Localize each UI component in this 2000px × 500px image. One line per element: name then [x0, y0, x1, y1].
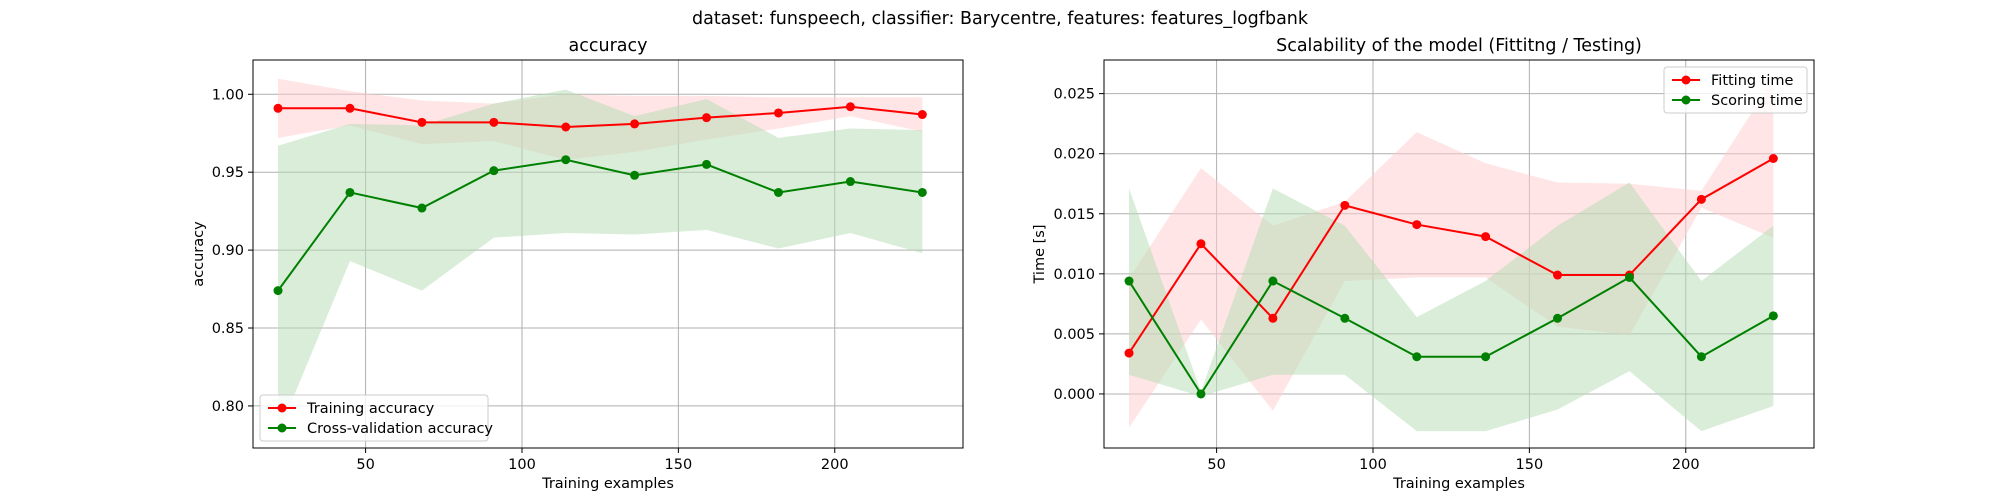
accuracy-ytick-label-0: 0.80: [212, 399, 244, 415]
scalability-legend-label-1: Scoring time: [1711, 93, 1803, 109]
accuracy-series-line-1: [277, 158, 923, 292]
accuracy-point-0-5: [630, 119, 640, 129]
scalability-ytick-label-2: 0.010: [1053, 267, 1095, 283]
accuracy-point-0-7: [773, 108, 783, 118]
scalability-xtick-label-0: 50: [1207, 457, 1225, 473]
accuracy-legend-marker-0: [277, 403, 287, 413]
scalability-point-0-3: [1340, 200, 1350, 210]
scalability-ytick-label-0: 0.000: [1053, 387, 1095, 403]
accuracy-point-1-2: [417, 203, 427, 213]
accuracy-plot-area: [273, 78, 927, 434]
scalability-xtick-label-3: 200: [1672, 457, 1700, 473]
scalability-legend-label-0: Fitting time: [1711, 73, 1794, 89]
scalability-point-0-2: [1268, 313, 1278, 323]
accuracy-point-0-8: [845, 102, 855, 112]
scalability-point-1-0: [1124, 276, 1134, 286]
scalability-legend-box: [1663, 66, 1808, 114]
accuracy-xtick-label-1: 100: [508, 457, 536, 473]
accuracy-point-0-0: [273, 103, 283, 113]
figure-suptitle: dataset: funspeech, classifier: Barycent…: [692, 9, 1309, 29]
scalability-ylabel: Time [s]: [1032, 225, 1048, 285]
accuracy-legend: Training accuracy Cross-validation accura…: [259, 394, 493, 442]
scalability-xtick-label-1: 100: [1359, 457, 1387, 473]
scalability-point-1-9: [1768, 311, 1778, 321]
accuracy-point-0-6: [702, 113, 712, 123]
scalability-xtick-label-2: 150: [1516, 457, 1544, 473]
accuracy-point-1-4: [561, 155, 571, 165]
scalability-point-1-6: [1553, 313, 1563, 323]
accuracy-ytick-label-3: 0.95: [212, 165, 244, 181]
accuracy-legend-box: [259, 394, 489, 442]
scalability-title: Scalability of the model (Fittitng / Tes…: [1276, 36, 1642, 56]
accuracy-chart: 50 100 150 200 0.80 0.85 0.90 0.95 1.00 accuracy T…: [191, 36, 964, 492]
scalability-point-1-5: [1481, 352, 1491, 362]
accuracy-point-0-2: [417, 117, 427, 127]
scalability-point-1-7: [1624, 272, 1634, 282]
scalability-ytick-label-4: 0.020: [1053, 147, 1095, 163]
scalability-point-1-1: [1196, 389, 1206, 399]
scalability-point-1-4: [1412, 352, 1422, 362]
accuracy-ytick-label-1: 0.85: [212, 321, 244, 337]
scalability-legend: Fitting time Scoring time: [1663, 66, 1808, 114]
accuracy-point-0-9: [917, 110, 927, 120]
accuracy-band-1: [278, 89, 923, 434]
scalability-point-0-6: [1553, 270, 1563, 280]
scalability-point-1-2: [1268, 276, 1278, 286]
scalability-point-1-8: [1696, 352, 1706, 362]
accuracy-xtick-label-2: 150: [665, 457, 693, 473]
accuracy-ytick-label-2: 0.90: [212, 243, 244, 259]
scalability-plot-area: [1124, 79, 1778, 432]
accuracy-point-1-0: [273, 286, 283, 296]
scalability-point-0-4: [1412, 220, 1422, 230]
scalability-point-0-1: [1196, 239, 1206, 249]
accuracy-point-1-3: [489, 166, 499, 176]
accuracy-ylabel: accuracy: [191, 221, 207, 287]
accuracy-point-1-8: [845, 177, 855, 187]
scalability-legend-marker-1: [1681, 95, 1691, 105]
scalability-point-0-0: [1124, 348, 1134, 358]
accuracy-xtick-label-0: 50: [356, 457, 374, 473]
accuracy-legend-marker-1: [277, 423, 287, 433]
scalability-chart: 50 100 150 200 0.000 0.005 0.010 0.015 0.020 0.02…: [1032, 36, 1815, 492]
accuracy-point-0-3: [489, 117, 499, 127]
scalability-ytick-label-5: 0.025: [1053, 87, 1095, 103]
scalability-point-1-3: [1340, 313, 1350, 323]
scalability-ytick-label-3: 0.015: [1053, 207, 1095, 223]
scalability-series-line-0: [1128, 157, 1774, 354]
accuracy-legend-label-0: Training accuracy: [306, 401, 435, 417]
accuracy-xtick-label-3: 200: [821, 457, 849, 473]
accuracy-point-1-9: [917, 187, 927, 197]
scalability-band-1: [1129, 182, 1774, 432]
accuracy-point-1-5: [630, 170, 640, 180]
scalability-axes-frame: [1103, 59, 1815, 449]
accuracy-point-1-7: [773, 187, 783, 197]
accuracy-point-1-1: [345, 187, 355, 197]
accuracy-xlabel: Training examples: [541, 476, 674, 492]
scalability-series-line-1: [1128, 276, 1774, 396]
accuracy-axes-frame: [252, 59, 964, 449]
scalability-xlabel: Training examples: [1392, 476, 1525, 492]
accuracy-point-0-4: [561, 122, 571, 132]
accuracy-title: accuracy: [569, 36, 648, 56]
accuracy-point-0-1: [345, 103, 355, 113]
accuracy-point-1-6: [702, 159, 712, 169]
scalability-point-0-8: [1696, 194, 1706, 204]
accuracy-series-line-0: [278, 105, 923, 129]
scalability-point-0-9: [1768, 154, 1778, 164]
accuracy-legend-label-1: Cross-validation accuracy: [307, 421, 493, 437]
scalability-legend-marker-0: [1681, 75, 1691, 85]
scalability-point-0-5: [1481, 232, 1491, 242]
scalability-ytick-label-1: 0.005: [1053, 327, 1095, 343]
accuracy-ytick-label-4: 1.00: [212, 87, 244, 103]
